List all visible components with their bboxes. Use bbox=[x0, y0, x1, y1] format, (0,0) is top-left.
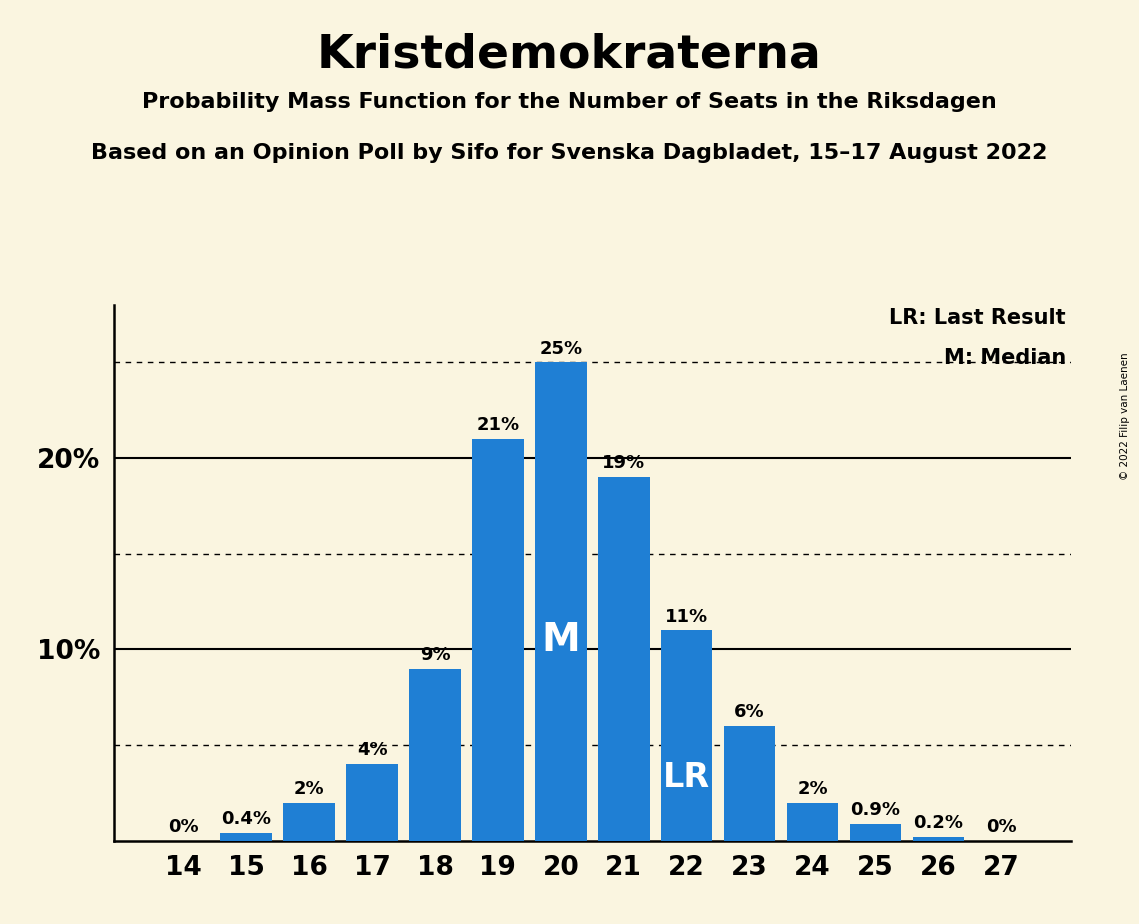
Text: 9%: 9% bbox=[419, 646, 450, 663]
Bar bbox=[850, 823, 901, 841]
Bar bbox=[409, 669, 461, 841]
Text: 25%: 25% bbox=[539, 339, 582, 358]
Text: M: Median: M: Median bbox=[943, 347, 1066, 368]
Text: M: M bbox=[541, 621, 580, 659]
Text: 2%: 2% bbox=[294, 780, 325, 797]
Bar bbox=[535, 362, 587, 841]
Bar bbox=[912, 837, 965, 841]
Text: Based on an Opinion Poll by Sifo for Svenska Dagbladet, 15–17 August 2022: Based on an Opinion Poll by Sifo for Sve… bbox=[91, 143, 1048, 164]
Text: 0.4%: 0.4% bbox=[221, 810, 271, 829]
Text: 0.9%: 0.9% bbox=[851, 801, 901, 819]
Bar bbox=[346, 764, 398, 841]
Bar bbox=[472, 439, 524, 841]
Text: 21%: 21% bbox=[476, 416, 519, 434]
Text: LR: LR bbox=[663, 761, 711, 795]
Bar bbox=[787, 803, 838, 841]
Text: 6%: 6% bbox=[735, 703, 765, 722]
Text: 2%: 2% bbox=[797, 780, 828, 797]
Text: Kristdemokraterna: Kristdemokraterna bbox=[317, 32, 822, 78]
Text: © 2022 Filip van Laenen: © 2022 Filip van Laenen bbox=[1121, 352, 1130, 480]
Bar bbox=[723, 726, 776, 841]
Text: 0%: 0% bbox=[167, 818, 198, 836]
Text: 4%: 4% bbox=[357, 741, 387, 760]
Bar bbox=[284, 803, 335, 841]
Bar bbox=[598, 477, 649, 841]
Bar bbox=[220, 833, 272, 841]
Text: 0.2%: 0.2% bbox=[913, 814, 964, 833]
Text: 0%: 0% bbox=[986, 818, 1017, 836]
Text: LR: Last Result: LR: Last Result bbox=[890, 308, 1066, 328]
Text: 19%: 19% bbox=[603, 455, 646, 472]
Text: 11%: 11% bbox=[665, 607, 708, 626]
Bar bbox=[661, 630, 713, 841]
Text: Probability Mass Function for the Number of Seats in the Riksdagen: Probability Mass Function for the Number… bbox=[142, 92, 997, 113]
